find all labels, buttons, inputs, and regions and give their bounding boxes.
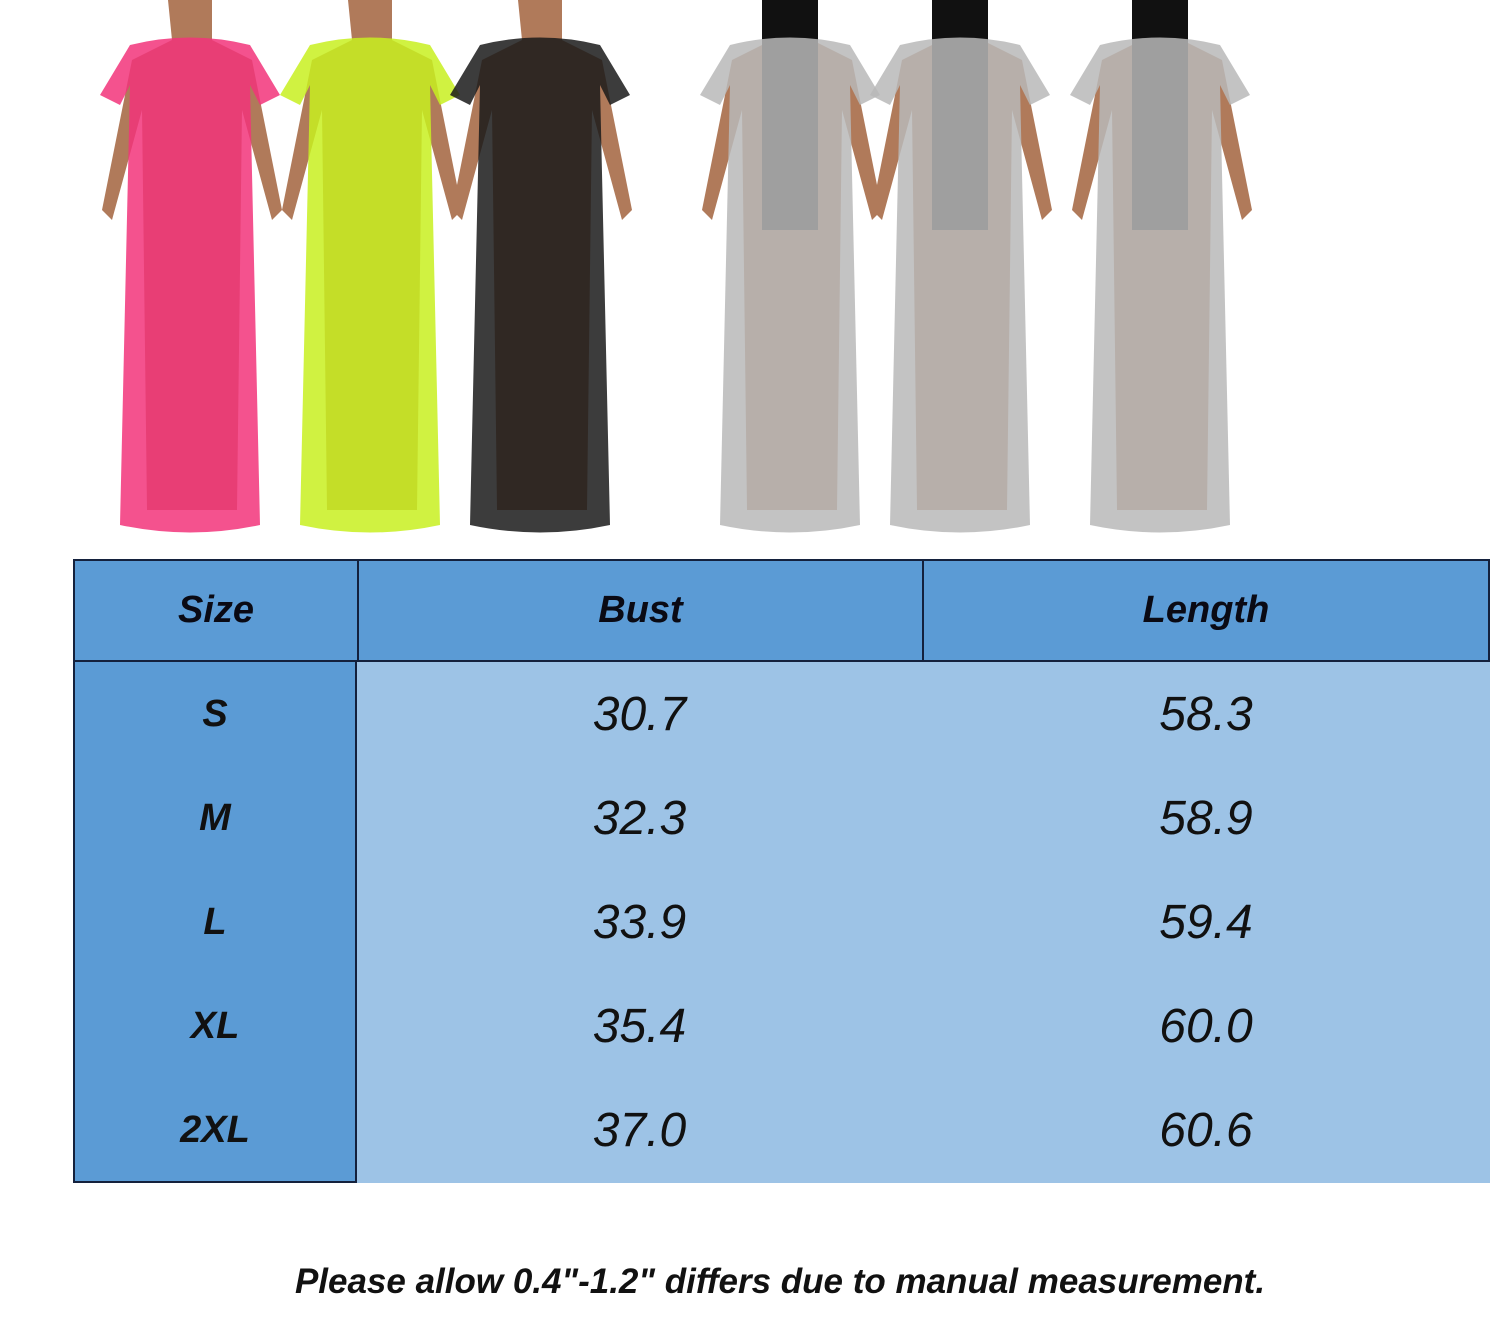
table-row: S 30.7 58.3 — [73, 662, 1490, 766]
bust-cell: 30.7 — [592, 687, 687, 741]
measurement-note: Please allow 0.4"-1.2" differs due to ma… — [294, 1262, 1266, 1301]
model-figure — [280, 0, 462, 533]
bust-cell: 37.0 — [592, 1103, 687, 1157]
length-cell: 58.3 — [1159, 687, 1253, 741]
size-cell: L — [203, 900, 227, 943]
size-cell: XL — [190, 1004, 240, 1047]
model-figure — [450, 0, 632, 533]
length-cell: 60.6 — [1159, 1103, 1253, 1157]
length-cell: 60.0 — [1159, 999, 1253, 1053]
size-cell: 2XL — [180, 1108, 250, 1151]
bust-cell: 35.4 — [592, 999, 687, 1053]
model-figure — [100, 0, 282, 533]
table-row: XL 35.4 60.0 — [73, 974, 1490, 1078]
header-bust: Bust — [357, 559, 924, 662]
table-row: 2XL 37.0 60.6 — [73, 1078, 1490, 1182]
header-size: Size — [73, 559, 359, 662]
bust-cell: 33.9 — [592, 895, 687, 949]
product-photos — [0, 0, 1500, 556]
header-length: Length — [922, 559, 1490, 662]
model-figure — [700, 0, 882, 533]
table-row: L 33.9 59.4 — [73, 870, 1490, 974]
model-figure — [1070, 0, 1252, 533]
model-figure — [870, 0, 1052, 533]
size-column-bg — [73, 660, 357, 1183]
size-cell: S — [202, 692, 228, 735]
length-cell: 58.9 — [1159, 791, 1253, 845]
size-chart-table: Size Bust Length S 30.7 58.3 M 32.3 58.9 L 33.9… — [73, 559, 1490, 1183]
length-cell: 59.4 — [1159, 895, 1253, 949]
size-cell: M — [199, 796, 231, 839]
model-photos-image — [100, 0, 1252, 533]
bust-cell: 32.3 — [592, 791, 687, 845]
table-row: M 32.3 58.9 — [73, 766, 1490, 870]
table-body-bg — [357, 662, 1490, 1183]
